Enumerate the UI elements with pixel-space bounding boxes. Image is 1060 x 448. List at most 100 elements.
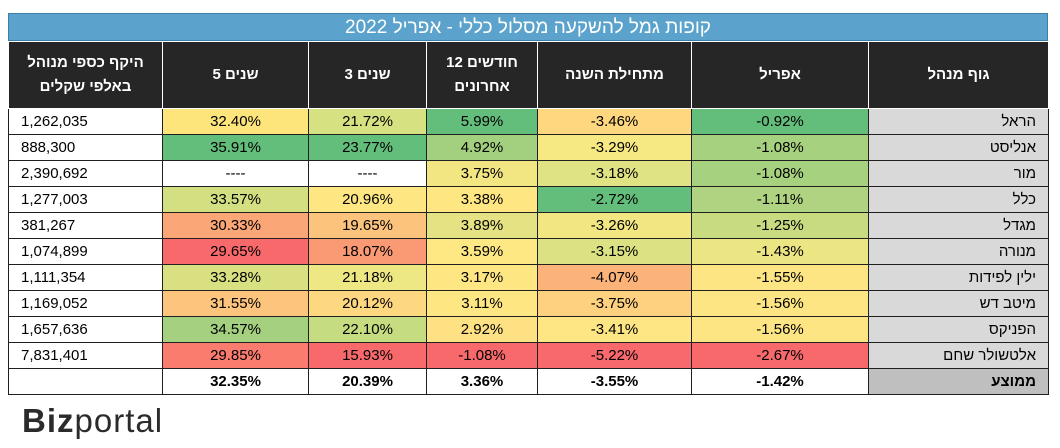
five-years-cell: 33.28%	[162, 264, 309, 291]
three-years-cell: 20.12%	[308, 290, 427, 317]
ytd-cell: -3.26%	[537, 212, 692, 239]
table-body: 1,262,035 32.40% 21.72% 5.99% -3.46% -0.92% הר…	[8, 108, 1049, 395]
three-years-cell: 19.65%	[308, 212, 427, 239]
five-years-cell: 35.91%	[162, 134, 309, 161]
header-5-years: 5 שנים	[162, 41, 309, 109]
april-cell: -2.67%	[691, 342, 869, 369]
aum-cell	[8, 368, 163, 395]
five-years-cell: 29.85%	[162, 342, 309, 369]
three-years-cell: 15.93%	[308, 342, 427, 369]
header-12-months: 12 חודשים אחרונים	[426, 41, 538, 109]
three-years-cell: 18.07%	[308, 238, 427, 265]
aum-cell: 888,300	[8, 134, 163, 161]
three-years-cell: 22.10%	[308, 316, 427, 343]
five-years-cell: ----	[162, 160, 309, 187]
twelve-months-cell: 3.59%	[426, 238, 538, 265]
five-years-cell: 31.55%	[162, 290, 309, 317]
april-cell: -1.56%	[691, 316, 869, 343]
five-years-cell: 34.57%	[162, 316, 309, 343]
header-ytd: מתחילת השנה	[537, 41, 692, 109]
april-cell: -1.43%	[691, 238, 869, 265]
bizportal-logo: Bizportal	[22, 402, 163, 440]
five-years-cell: 30.33%	[162, 212, 309, 239]
manager-name-cell: אנליסט	[868, 134, 1049, 161]
ytd-cell: -3.29%	[537, 134, 692, 161]
twelve-months-cell: 2.92%	[426, 316, 538, 343]
april-cell: -1.42%	[691, 368, 869, 395]
aum-cell: 1,169,052	[8, 290, 163, 317]
aum-cell: 2,390,692	[8, 160, 163, 187]
ytd-cell: -3.46%	[537, 108, 692, 135]
april-cell: -0.92%	[691, 108, 869, 135]
three-years-cell: 21.18%	[308, 264, 427, 291]
april-cell: -1.08%	[691, 134, 869, 161]
table-row: 381,267 30.33% 19.65% 3.89% -3.26% -1.25% מגדל	[8, 212, 1049, 239]
ytd-cell: -3.75%	[537, 290, 692, 317]
header-3-years: 3 שנים	[308, 41, 427, 109]
five-years-cell: 32.40%	[162, 108, 309, 135]
header-aum: היקף כספי מנוהל באלפי שקלים	[8, 41, 163, 109]
manager-name-cell: הפניקס	[868, 316, 1049, 343]
ytd-cell: -3.41%	[537, 316, 692, 343]
aum-cell: 1,657,636	[8, 316, 163, 343]
aum-cell: 1,111,354	[8, 264, 163, 291]
table-row: 2,390,692 ---- ---- 3.75% -3.18% -1.08% מור	[8, 160, 1049, 187]
ytd-cell: -3.55%	[537, 368, 692, 395]
header-manager: גוף מנהל	[868, 41, 1049, 109]
twelve-months-cell: 3.38%	[426, 186, 538, 213]
manager-name-cell: מיטב דש	[868, 290, 1049, 317]
average-row: 32.35% 20.39% 3.36% -3.55% -1.42% ממוצע	[8, 368, 1049, 395]
three-years-cell: 23.77%	[308, 134, 427, 161]
table-row: 1,074,899 29.65% 18.07% 3.59% -3.15% -1.43% מנ…	[8, 238, 1049, 265]
manager-name-cell: ממוצע	[868, 368, 1049, 395]
logo-bold-text: Biz	[22, 402, 75, 439]
table-row: 1,277,003 33.57% 20.96% 3.38% -2.72% -1.11% כל…	[8, 186, 1049, 213]
april-cell: -1.25%	[691, 212, 869, 239]
manager-name-cell: ילין לפידות	[868, 264, 1049, 291]
returns-table-container: קופות גמל להשקעה מסלול כללי - אפריל 2022…	[8, 13, 1049, 395]
table-title: קופות גמל להשקעה מסלול כללי - אפריל 2022	[8, 13, 1048, 41]
header-april: אפריל	[691, 41, 869, 109]
three-years-cell: ----	[308, 160, 427, 187]
aum-cell: 381,267	[8, 212, 163, 239]
five-years-cell: 32.35%	[162, 368, 309, 395]
aum-cell: 1,277,003	[8, 186, 163, 213]
ytd-cell: -3.15%	[537, 238, 692, 265]
header-row: היקף כספי מנוהל באלפי שקלים 5 שנים 3 שני…	[8, 41, 1049, 109]
twelve-months-cell: 3.17%	[426, 264, 538, 291]
table-row: 7,831,401 29.85% 15.93% -1.08% -5.22% -2.67% א…	[8, 342, 1049, 369]
ytd-cell: -4.07%	[537, 264, 692, 291]
aum-cell: 7,831,401	[8, 342, 163, 369]
april-cell: -1.55%	[691, 264, 869, 291]
aum-cell: 1,074,899	[8, 238, 163, 265]
three-years-cell: 21.72%	[308, 108, 427, 135]
ytd-cell: -5.22%	[537, 342, 692, 369]
april-cell: -1.11%	[691, 186, 869, 213]
twelve-months-cell: 4.92%	[426, 134, 538, 161]
manager-name-cell: הראל	[868, 108, 1049, 135]
manager-name-cell: מור	[868, 160, 1049, 187]
twelve-months-cell: 3.11%	[426, 290, 538, 317]
manager-name-cell: מגדל	[868, 212, 1049, 239]
aum-cell: 1,262,035	[8, 108, 163, 135]
three-years-cell: 20.96%	[308, 186, 427, 213]
ytd-cell: -2.72%	[537, 186, 692, 213]
table-row: 1,657,636 34.57% 22.10% 2.92% -3.41% -1.56% הפ…	[8, 316, 1049, 343]
manager-name-cell: כלל	[868, 186, 1049, 213]
twelve-months-cell: 3.36%	[426, 368, 538, 395]
manager-name-cell: אלטשולר שחם	[868, 342, 1049, 369]
table-row: 1,111,354 33.28% 21.18% 3.17% -4.07% -1.55% יל…	[8, 264, 1049, 291]
three-years-cell: 20.39%	[308, 368, 427, 395]
five-years-cell: 33.57%	[162, 186, 309, 213]
ytd-cell: -3.18%	[537, 160, 692, 187]
twelve-months-cell: -1.08%	[426, 342, 538, 369]
returns-table: היקף כספי מנוהל באלפי שקלים 5 שנים 3 שני…	[8, 41, 1049, 395]
april-cell: -1.56%	[691, 290, 869, 317]
manager-name-cell: מנורה	[868, 238, 1049, 265]
twelve-months-cell: 3.89%	[426, 212, 538, 239]
table-row: 888,300 35.91% 23.77% 4.92% -3.29% -1.08% אנלי…	[8, 134, 1049, 161]
table-row: 1,262,035 32.40% 21.72% 5.99% -3.46% -0.92% הר…	[8, 108, 1049, 135]
twelve-months-cell: 3.75%	[426, 160, 538, 187]
logo-rest-text: portal	[74, 402, 164, 439]
table-row: 1,169,052 31.55% 20.12% 3.11% -3.75% -1.56% מי…	[8, 290, 1049, 317]
